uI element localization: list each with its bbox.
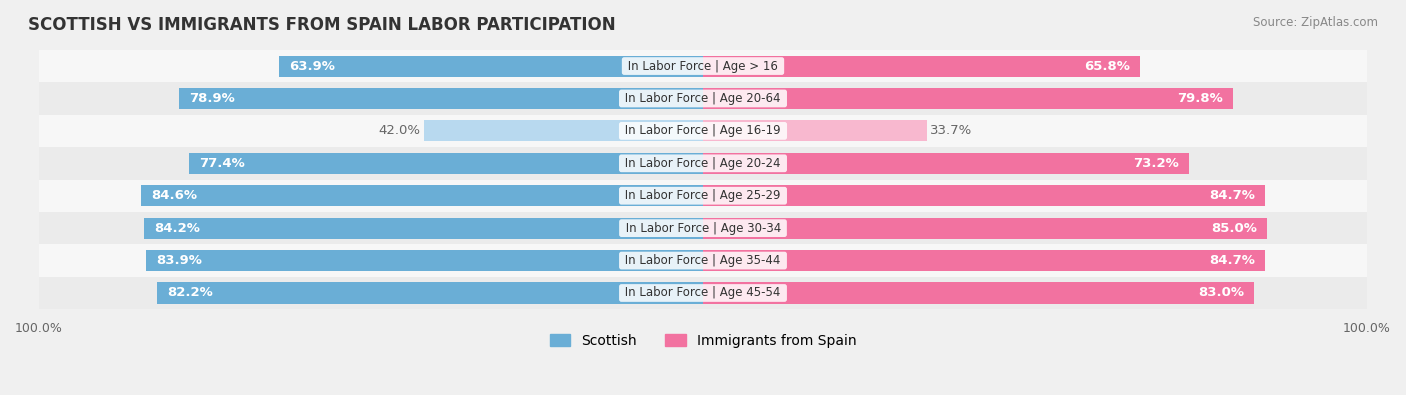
Text: 79.8%: 79.8% — [1177, 92, 1223, 105]
Text: 85.0%: 85.0% — [1212, 222, 1257, 235]
Text: In Labor Force | Age > 16: In Labor Force | Age > 16 — [624, 60, 782, 73]
Bar — [425, 120, 703, 141]
Bar — [143, 218, 703, 239]
Text: In Labor Force | Age 16-19: In Labor Force | Age 16-19 — [621, 124, 785, 137]
Bar — [141, 185, 703, 206]
Text: SCOTTISH VS IMMIGRANTS FROM SPAIN LABOR PARTICIPATION: SCOTTISH VS IMMIGRANTS FROM SPAIN LABOR … — [28, 16, 616, 34]
Text: 82.2%: 82.2% — [167, 286, 212, 299]
Text: 83.0%: 83.0% — [1198, 286, 1244, 299]
Bar — [278, 56, 703, 77]
Bar — [703, 282, 1254, 303]
Text: 33.7%: 33.7% — [931, 124, 973, 137]
Text: 77.4%: 77.4% — [200, 157, 245, 170]
Bar — [179, 88, 703, 109]
Text: In Labor Force | Age 20-64: In Labor Force | Age 20-64 — [621, 92, 785, 105]
Bar — [39, 50, 1367, 82]
Text: In Labor Force | Age 25-29: In Labor Force | Age 25-29 — [621, 189, 785, 202]
Text: Source: ZipAtlas.com: Source: ZipAtlas.com — [1253, 16, 1378, 29]
Bar — [39, 179, 1367, 212]
Bar — [39, 245, 1367, 277]
Text: 83.9%: 83.9% — [156, 254, 201, 267]
Bar — [39, 212, 1367, 245]
Bar — [39, 277, 1367, 309]
Text: 84.7%: 84.7% — [1209, 254, 1256, 267]
Text: 84.7%: 84.7% — [1209, 189, 1256, 202]
Text: 42.0%: 42.0% — [378, 124, 420, 137]
Text: In Labor Force | Age 30-34: In Labor Force | Age 30-34 — [621, 222, 785, 235]
Text: 73.2%: 73.2% — [1133, 157, 1180, 170]
Bar — [39, 115, 1367, 147]
Bar — [188, 153, 703, 174]
Bar — [157, 282, 703, 303]
Bar — [39, 147, 1367, 179]
Bar — [703, 56, 1140, 77]
Text: 65.8%: 65.8% — [1084, 60, 1130, 73]
Bar — [703, 120, 927, 141]
Text: 84.6%: 84.6% — [152, 189, 197, 202]
Text: 78.9%: 78.9% — [188, 92, 235, 105]
Bar — [703, 185, 1265, 206]
Bar — [39, 82, 1367, 115]
Legend: Scottish, Immigrants from Spain: Scottish, Immigrants from Spain — [544, 328, 862, 354]
Bar — [703, 153, 1189, 174]
Bar — [703, 250, 1265, 271]
Text: In Labor Force | Age 20-24: In Labor Force | Age 20-24 — [621, 157, 785, 170]
Bar — [703, 218, 1267, 239]
Bar — [703, 88, 1233, 109]
Text: 84.2%: 84.2% — [153, 222, 200, 235]
Text: 63.9%: 63.9% — [288, 60, 335, 73]
Bar — [146, 250, 703, 271]
Text: In Labor Force | Age 35-44: In Labor Force | Age 35-44 — [621, 254, 785, 267]
Text: In Labor Force | Age 45-54: In Labor Force | Age 45-54 — [621, 286, 785, 299]
